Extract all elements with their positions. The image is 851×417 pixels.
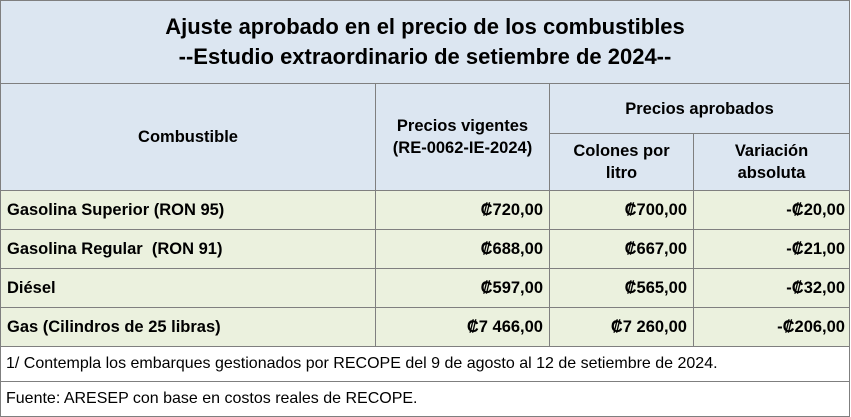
source-note: Fuente: ARESEP con base en costos reales… <box>0 381 850 417</box>
header-colones-line-2: litro <box>605 164 638 182</box>
footnote: 1/ Contempla los embarques gestionados p… <box>0 346 850 382</box>
header-absolute-variation: Variación absoluta <box>693 133 850 191</box>
header-current-line-1: Precios vigentes <box>396 117 529 135</box>
header-variation-line-2: absoluta <box>737 164 806 182</box>
row-fuel-name: Diésel <box>0 268 376 308</box>
table-row: Gasolina Regular (RON 91) ₡688,00 ₡667,0… <box>0 229 850 269</box>
title-line-1: Ajuste aprobado en el precio de los comb… <box>165 14 685 39</box>
header-current-line-2: (RE-0062-IE-2024) <box>392 139 533 157</box>
row-current-price: ₡7 466,00 <box>375 307 550 347</box>
header-fuel-label: Combustible <box>138 128 238 146</box>
header-colones-per-liter: Colones por litro <box>549 133 694 191</box>
row-fuel-name: Gasolina Superior (RON 95) <box>0 190 376 230</box>
row-current-price: ₡720,00 <box>375 190 550 230</box>
title-line-2: --Estudio extraordinario de setiembre de… <box>178 44 672 69</box>
table-row: Gas (Cilindros de 25 libras) ₡7 466,00 ₡… <box>0 307 850 347</box>
header-approved-label: Precios aprobados <box>625 99 774 118</box>
row-variation: -₡21,00 <box>693 229 850 269</box>
table-row: Gasolina Superior (RON 95) ₡720,00 ₡700,… <box>0 190 850 230</box>
table-title: Ajuste aprobado en el precio de los comb… <box>0 0 850 84</box>
row-fuel-name: Gasolina Regular (RON 91) <box>0 229 376 269</box>
row-approved-price: ₡667,00 <box>549 229 694 269</box>
row-current-price: ₡688,00 <box>375 229 550 269</box>
header-approved-prices: Precios aprobados <box>549 83 850 134</box>
table-row: Diésel ₡597,00 ₡565,00 -₡32,00 <box>0 268 850 308</box>
row-approved-price: ₡700,00 <box>549 190 694 230</box>
header-variation-line-1: Variación <box>734 142 809 160</box>
row-variation: -₡32,00 <box>693 268 850 308</box>
header-current-prices: Precios vigentes (RE-0062-IE-2024) <box>375 83 550 191</box>
row-fuel-name: Gas (Cilindros de 25 libras) <box>0 307 376 347</box>
row-variation: -₡206,00 <box>693 307 850 347</box>
row-current-price: ₡597,00 <box>375 268 550 308</box>
header-fuel: Combustible <box>0 83 376 191</box>
row-approved-price: ₡7 260,00 <box>549 307 694 347</box>
row-approved-price: ₡565,00 <box>549 268 694 308</box>
header-colones-line-1: Colones por <box>573 142 670 160</box>
row-variation: -₡20,00 <box>693 190 850 230</box>
